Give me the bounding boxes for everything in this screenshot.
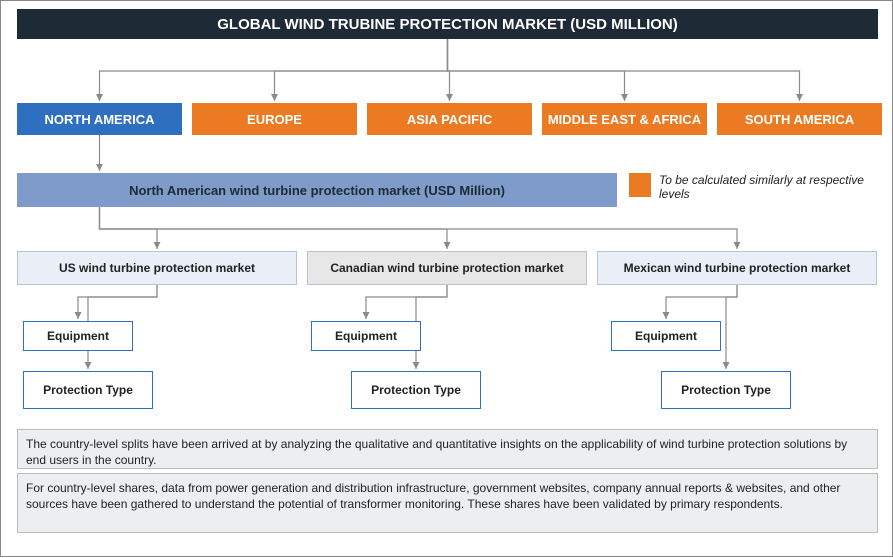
footnote-2: For country-level shares, data from powe… <box>17 473 878 533</box>
region-label: MIDDLE EAST & AFRICA <box>548 112 701 127</box>
leaf-label: Protection Type <box>681 383 771 397</box>
country-label: Canadian wind turbine protection market <box>330 261 563 275</box>
leaf-us-equipment: Equipment <box>23 321 133 351</box>
leaf-ca-equipment: Equipment <box>311 321 421 351</box>
leaf-label: Equipment <box>47 329 109 343</box>
leaf-label: Protection Type <box>43 383 133 397</box>
leaf-ca-protection: Protection Type <box>351 371 481 409</box>
legend-swatch <box>629 173 651 197</box>
country-label: Mexican wind turbine protection market <box>624 261 851 275</box>
subhead-text: North American wind turbine protection m… <box>129 183 505 198</box>
country-label: US wind turbine protection market <box>59 261 255 275</box>
legend-text: To be calculated similarly at respective… <box>659 173 879 201</box>
country-canada: Canadian wind turbine protection market <box>307 251 587 285</box>
region-north-america: NORTH AMERICA <box>17 103 182 135</box>
footnote-1: The country-level splits have been arriv… <box>17 429 878 469</box>
region-asia-pacific: ASIA PACIFIC <box>367 103 532 135</box>
region-label: ASIA PACIFIC <box>407 112 492 127</box>
region-label: NORTH AMERICA <box>44 112 154 127</box>
title-text: GLOBAL WIND TRUBINE PROTECTION MARKET (U… <box>217 16 678 33</box>
country-mexico: Mexican wind turbine protection market <box>597 251 877 285</box>
leaf-mx-protection: Protection Type <box>661 371 791 409</box>
leaf-mx-equipment: Equipment <box>611 321 721 351</box>
leaf-us-protection: Protection Type <box>23 371 153 409</box>
region-label: EUROPE <box>247 112 302 127</box>
country-us: US wind turbine protection market <box>17 251 297 285</box>
region-label: SOUTH AMERICA <box>745 112 854 127</box>
subhead-na-market: North American wind turbine protection m… <box>17 173 617 207</box>
leaf-label: Equipment <box>635 329 697 343</box>
title-bar: GLOBAL WIND TRUBINE PROTECTION MARKET (U… <box>17 9 878 39</box>
leaf-label: Protection Type <box>371 383 461 397</box>
region-mea: MIDDLE EAST & AFRICA <box>542 103 707 135</box>
region-south-america: SOUTH AMERICA <box>717 103 882 135</box>
region-europe: EUROPE <box>192 103 357 135</box>
leaf-label: Equipment <box>335 329 397 343</box>
